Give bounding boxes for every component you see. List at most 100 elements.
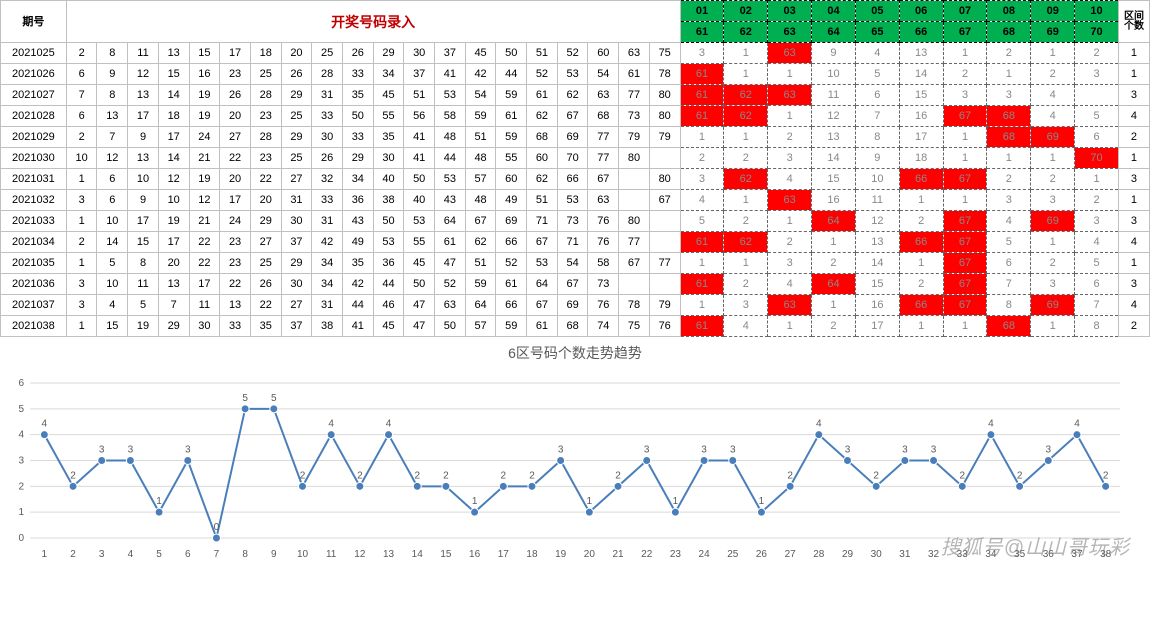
svg-text:17: 17 [498, 549, 510, 560]
zone-header-top: 09 [1031, 1, 1075, 22]
zone-cell: 67 [943, 169, 987, 190]
zone-cell: 16 [855, 295, 899, 316]
zone-cell: 18 [899, 148, 943, 169]
num-cell: 10 [97, 211, 128, 232]
num-cell: 75 [619, 316, 650, 337]
zone-cell: 11 [812, 85, 856, 106]
zone-cell: 1 [1031, 316, 1075, 337]
table-row: 2021032369101217203133363840434849515363… [1, 190, 1150, 211]
zone-cell: 9 [812, 43, 856, 64]
num-cell: 17 [220, 43, 251, 64]
period-cell: 2021031 [1, 169, 67, 190]
num-cell: 63 [619, 43, 650, 64]
zone-cell: 1 [1031, 148, 1075, 169]
zone-cell: 8 [1075, 316, 1119, 337]
zone-cell: 67 [943, 274, 987, 295]
num-cell: 76 [649, 316, 680, 337]
num-cell: 59 [496, 85, 527, 106]
num-cell: 34 [312, 253, 343, 274]
num-cell: 64 [465, 295, 496, 316]
zone-header-top: 02 [724, 1, 768, 22]
zone-cell: 1 [899, 316, 943, 337]
zone-cell: 4 [768, 169, 812, 190]
svg-text:1: 1 [156, 496, 162, 507]
zone-cell: 1 [943, 127, 987, 148]
zone-cell: 4 [855, 43, 899, 64]
num-cell: 69 [557, 127, 588, 148]
period-cell: 2021026 [1, 64, 67, 85]
num-cell: 61 [435, 232, 466, 253]
num-cell: 35 [342, 253, 373, 274]
num-cell: 34 [342, 169, 373, 190]
num-cell: 53 [404, 211, 435, 232]
num-cell: 68 [557, 316, 588, 337]
zone-cell: 1 [724, 64, 768, 85]
zone-header-top: 01 [680, 1, 724, 22]
num-cell: 68 [588, 106, 619, 127]
num-cell [649, 274, 680, 295]
num-cell: 28 [250, 85, 281, 106]
num-cell: 77 [619, 85, 650, 106]
zone-header-bot: 67 [943, 22, 987, 43]
num-cell: 2 [66, 232, 97, 253]
num-cell: 67 [649, 190, 680, 211]
num-cell: 32 [312, 169, 343, 190]
num-cell: 15 [158, 64, 189, 85]
zone-cell: 1 [943, 316, 987, 337]
num-cell: 2 [66, 127, 97, 148]
zone-header-bot: 62 [724, 22, 768, 43]
num-cell: 1 [66, 169, 97, 190]
num-cell: 49 [342, 232, 373, 253]
svg-text:13: 13 [383, 549, 395, 560]
num-cell: 54 [588, 64, 619, 85]
period-cell: 2021036 [1, 274, 67, 295]
num-cell: 54 [465, 85, 496, 106]
svg-text:1: 1 [759, 496, 765, 507]
zone-cell: 2 [1031, 64, 1075, 85]
zone-cell: 14 [899, 64, 943, 85]
period-cell: 2021037 [1, 295, 67, 316]
zone-cell: 1 [899, 190, 943, 211]
num-cell: 6 [66, 106, 97, 127]
svg-text:3: 3 [99, 549, 105, 560]
num-cell: 61 [619, 64, 650, 85]
zone-cell: 6 [1075, 274, 1119, 295]
num-cell: 66 [496, 232, 527, 253]
num-cell: 1 [66, 253, 97, 274]
zone-cell: 1 [812, 232, 856, 253]
num-cell: 48 [435, 127, 466, 148]
num-cell: 77 [588, 148, 619, 169]
zone-cell: 14 [855, 253, 899, 274]
num-cell: 7 [66, 85, 97, 106]
svg-text:4: 4 [1074, 419, 1080, 430]
svg-text:1: 1 [472, 496, 478, 507]
num-cell: 15 [189, 43, 220, 64]
svg-text:5: 5 [271, 393, 277, 404]
num-cell: 31 [312, 85, 343, 106]
num-cell: 79 [649, 295, 680, 316]
zone-cell: 63 [768, 295, 812, 316]
num-cell: 33 [342, 127, 373, 148]
zone-cell: 3 [987, 190, 1031, 211]
num-cell: 9 [97, 64, 128, 85]
svg-text:4: 4 [42, 419, 48, 430]
num-cell: 51 [527, 43, 558, 64]
num-cell: 23 [220, 64, 251, 85]
svg-text:3: 3 [701, 445, 707, 456]
num-cell: 13 [220, 295, 251, 316]
num-cell: 71 [557, 232, 588, 253]
zone-cell: 6 [987, 253, 1031, 274]
table-row: 2021028613171819202325335055565859616267… [1, 106, 1150, 127]
zone-header-top: 04 [812, 1, 856, 22]
zone-cell: 66 [899, 295, 943, 316]
num-cell: 37 [435, 43, 466, 64]
num-cell: 58 [435, 106, 466, 127]
num-cell: 73 [619, 106, 650, 127]
num-cell: 38 [373, 190, 404, 211]
num-cell: 70 [557, 148, 588, 169]
num-cell: 31 [312, 211, 343, 232]
svg-text:3: 3 [99, 445, 105, 456]
svg-text:2: 2 [959, 470, 965, 481]
zone-header-bot: 64 [812, 22, 856, 43]
zone-cell: 2 [1031, 253, 1075, 274]
